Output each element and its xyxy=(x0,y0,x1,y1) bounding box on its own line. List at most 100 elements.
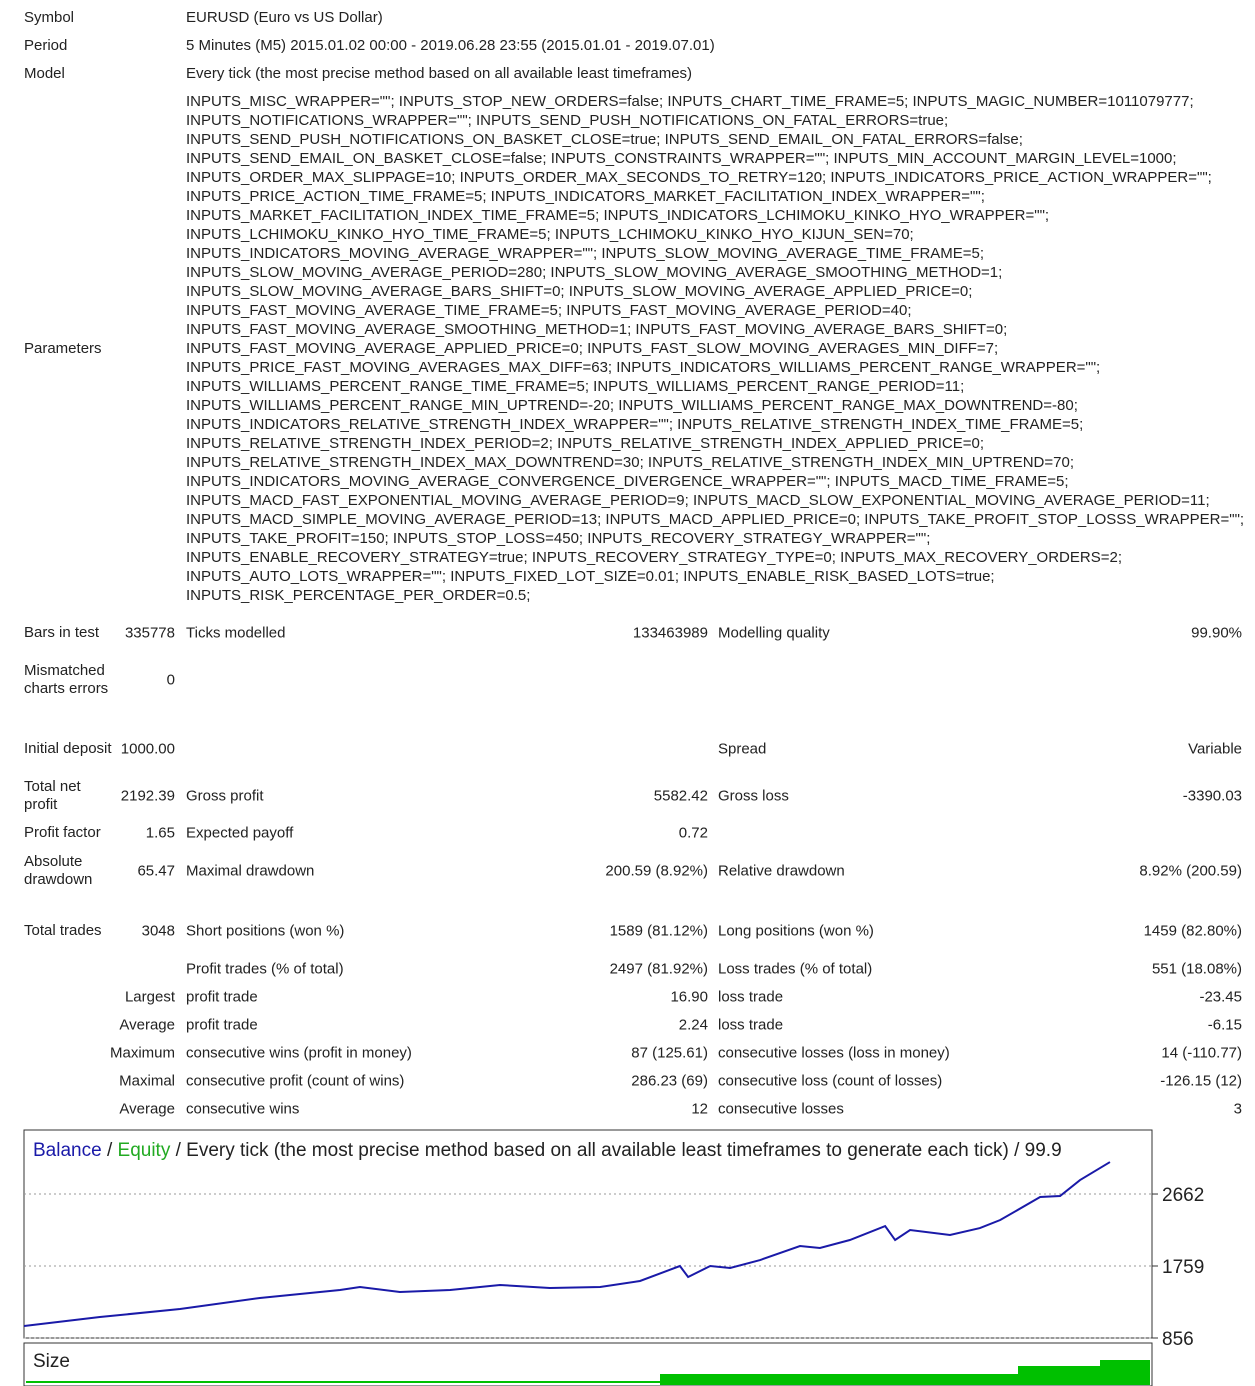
stat-value: 14 (-110.77) xyxy=(1161,1044,1242,1062)
stat-label: Ticks modelled xyxy=(186,624,286,642)
stat-label: consecutive wins xyxy=(186,1100,300,1118)
stat-label: Loss trades (% of total) xyxy=(718,960,873,978)
field-label: Period xyxy=(24,37,68,54)
stat-value: 99.90% xyxy=(1191,624,1242,642)
parameter-line: INPUTS_RELATIVE_STRENGTH_INDEX_PERIOD=2;… xyxy=(186,435,985,452)
stat-value: 0.72 xyxy=(678,824,708,842)
y-tick-label: 856 xyxy=(1162,1329,1194,1350)
stat-value: Maximal xyxy=(119,1072,175,1090)
stat-label: Relative drawdown xyxy=(718,862,845,880)
stat-value: 2192.39 xyxy=(120,787,175,805)
parameter-line: INPUTS_INDICATORS_MOVING_AVERAGE_WRAPPER… xyxy=(186,245,985,262)
parameter-line: INPUTS_SLOW_MOVING_AVERAGE_PERIOD=280; I… xyxy=(186,264,1003,281)
stat-label: profit trade xyxy=(186,988,258,1006)
chart-title: Balance / Equity / Every tick (the most … xyxy=(33,1140,1062,1161)
stat-label: profit trade xyxy=(186,1016,258,1034)
size-label: Size xyxy=(33,1351,70,1372)
stat-label: consecutive loss (count of losses) xyxy=(718,1072,943,1090)
stat-value: Maximum xyxy=(109,1044,175,1062)
stat-value: Largest xyxy=(124,988,175,1006)
stat-value: 8.92% (200.59) xyxy=(1139,862,1242,880)
parameter-line: INPUTS_RELATIVE_STRENGTH_INDEX_MAX_DOWNT… xyxy=(186,454,1074,471)
stat-label: consecutive profit (count of wins) xyxy=(186,1072,405,1090)
field-value: EURUSD (Euro vs US Dollar) xyxy=(186,9,383,26)
y-tick-label: 1759 xyxy=(1162,1257,1204,1278)
y-tick-label: 2662 xyxy=(1162,1185,1204,1206)
balance-line xyxy=(24,1161,1111,1328)
stat-label: loss trade xyxy=(718,1016,784,1034)
stat-value: 1000.00 xyxy=(120,740,175,758)
stat-value: 5582.42 xyxy=(653,787,708,805)
stat-label: Expected payoff xyxy=(186,824,294,842)
stat-label: Profit trades (% of total) xyxy=(186,960,344,978)
parameter-line: INPUTS_MACD_SIMPLE_MOVING_AVERAGE_PERIOD… xyxy=(186,511,1245,528)
stat-value: 133463989 xyxy=(632,624,708,642)
stat-value: -3390.03 xyxy=(1182,787,1242,805)
stat-value: 2497 (81.92%) xyxy=(609,960,708,978)
title-part: / xyxy=(102,1140,118,1161)
parameter-line: INPUTS_NOTIFICATIONS_WRAPPER=""; INPUTS_… xyxy=(186,112,949,129)
stat-value: Average xyxy=(119,1016,175,1034)
field-label: Model xyxy=(24,65,65,82)
parameter-line: INPUTS_MISC_WRAPPER=""; INPUTS_STOP_NEW_… xyxy=(186,93,1194,110)
stat-value: 0 xyxy=(166,671,175,689)
parameter-line: INPUTS_INDICATORS_RELATIVE_STRENGTH_INDE… xyxy=(186,416,1084,433)
stat-value: 3048 xyxy=(141,922,175,940)
stat-value: -6.15 xyxy=(1207,1016,1242,1034)
parameter-line: INPUTS_INDICATORS_MOVING_AVERAGE_CONVERG… xyxy=(186,473,1069,490)
parameter-line: INPUTS_WILLIAMS_PERCENT_RANGE_MIN_UPTREN… xyxy=(186,397,1078,414)
parameter-line: INPUTS_SEND_EMAIL_ON_BASKET_CLOSE=false;… xyxy=(186,150,1177,167)
stat-value: 286.23 (69) xyxy=(631,1072,708,1090)
stat-value: 65.47 xyxy=(137,862,175,880)
parameter-line: INPUTS_TAKE_PROFIT=150; INPUTS_STOP_LOSS… xyxy=(186,530,931,547)
title-part: Equity xyxy=(118,1140,171,1161)
stat-value: 1589 (81.12%) xyxy=(609,922,708,940)
stat-label: Total net profit xyxy=(24,778,81,813)
stat-label: consecutive wins (profit in money) xyxy=(186,1044,412,1062)
stat-value: 2.24 xyxy=(678,1016,708,1034)
stat-label: Gross profit xyxy=(186,787,264,805)
parameter-line: INPUTS_FAST_MOVING_AVERAGE_SMOOTHING_MET… xyxy=(186,321,1008,338)
title-part: / Every tick (the most precise method ba… xyxy=(170,1140,1061,1161)
parameter-line: INPUTS_PRICE_ACTION_TIME_FRAME=5; INPUTS… xyxy=(186,188,985,205)
plot-frame xyxy=(23,1129,1153,1339)
parameter-line: INPUTS_SEND_PUSH_NOTIFICATIONS_ON_BASKET… xyxy=(186,131,1023,148)
stat-label: Profit factor xyxy=(24,824,101,841)
stat-value: Average xyxy=(119,1100,175,1118)
stat-value: 200.59 (8.92%) xyxy=(605,862,708,880)
stat-label: Total trades xyxy=(24,922,102,939)
stat-value: 551 (18.08%) xyxy=(1151,960,1242,978)
parameter-line: INPUTS_FAST_MOVING_AVERAGE_APPLIED_PRICE… xyxy=(186,340,999,357)
stat-label: consecutive losses xyxy=(718,1100,844,1118)
stat-label: Mismatched charts errors xyxy=(24,662,109,697)
stat-label: Absolute drawdown xyxy=(24,853,93,888)
parameter-line: INPUTS_SLOW_MOVING_AVERAGE_BARS_SHIFT=0;… xyxy=(186,283,973,300)
field-value: Every tick (the most precise method base… xyxy=(186,65,693,82)
stat-label: Bars in test xyxy=(24,624,100,641)
parameter-line: INPUTS_RISK_PERCENTAGE_PER_ORDER=0.5; xyxy=(186,587,531,604)
parameter-line: INPUTS_FAST_MOVING_AVERAGE_TIME_FRAME=5;… xyxy=(186,302,912,319)
stat-value: Variable xyxy=(1188,740,1242,758)
stat-value: 3 xyxy=(1233,1100,1242,1118)
parameter-line: INPUTS_MACD_FAST_EXPONENTIAL_MOVING_AVER… xyxy=(186,492,1210,509)
parameter-line: INPUTS_LCHIMOKU_KINKO_HYO_TIME_FRAME=5; … xyxy=(186,226,914,243)
parameter-line: INPUTS_AUTO_LOTS_WRAPPER=""; INPUTS_FIXE… xyxy=(186,568,995,585)
field-label: Parameters xyxy=(24,340,102,357)
stat-label: Short positions (won %) xyxy=(186,922,345,940)
stat-label: Modelling quality xyxy=(718,624,830,642)
size-area xyxy=(1100,1360,1150,1385)
stat-label: consecutive losses (loss in money) xyxy=(718,1044,950,1062)
stat-label: Spread xyxy=(718,740,767,758)
stat-label: loss trade xyxy=(718,988,784,1006)
stat-value: 1459 (82.80%) xyxy=(1143,922,1242,940)
stat-label: Maximal drawdown xyxy=(186,862,315,880)
parameter-line: INPUTS_ORDER_MAX_SLIPPAGE=10; INPUTS_ORD… xyxy=(186,169,1212,186)
parameter-line: INPUTS_MARKET_FACILITATION_INDEX_TIME_FR… xyxy=(186,207,1050,224)
parameter-line: INPUTS_WILLIAMS_PERCENT_RANGE_TIME_FRAME… xyxy=(186,378,965,395)
title-part: Balance xyxy=(33,1140,102,1161)
parameter-line: INPUTS_PRICE_FAST_MOVING_AVERAGES_MAX_DI… xyxy=(186,359,1101,376)
stat-label: Long positions (won %) xyxy=(718,922,874,940)
field-label: Symbol xyxy=(24,9,75,26)
stat-value: 87 (125.61) xyxy=(631,1044,708,1062)
